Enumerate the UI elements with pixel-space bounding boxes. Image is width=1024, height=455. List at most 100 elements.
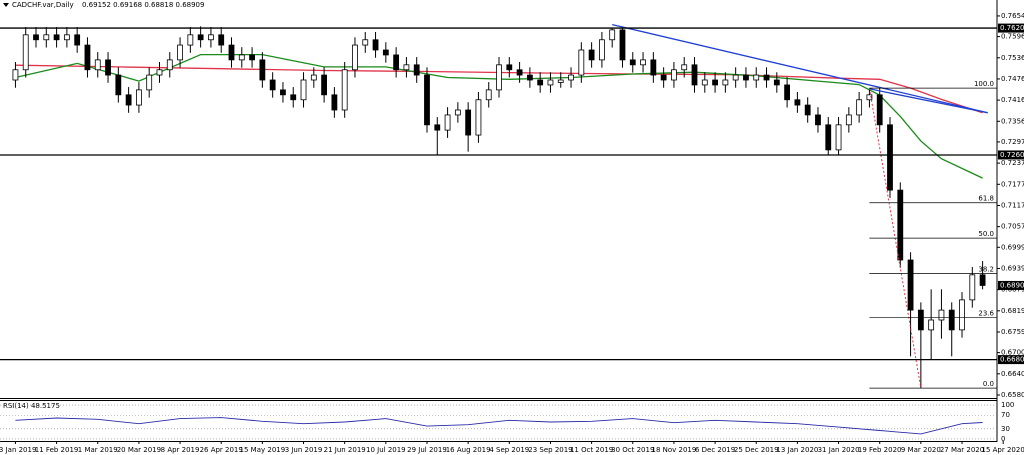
candle-body [33, 34, 39, 41]
ohlc-text: 0.69152 0.69168 0.68818 0.68909 [82, 1, 204, 9]
candle-body [928, 319, 935, 331]
candle-body [310, 74, 317, 81]
collapse-icon[interactable] [3, 3, 9, 7]
candle-body [424, 74, 430, 126]
x-tick-label: 23 Sep 2019 [528, 446, 572, 454]
candle-body [166, 59, 173, 71]
candle-body [948, 309, 955, 331]
candle-body [526, 74, 533, 81]
x-tick-label: 4 Sep 2019 [489, 446, 529, 454]
x-tick-label: 29 Jul 2019 [407, 446, 447, 454]
level-tag [998, 355, 1024, 365]
y-tick-label: 0.76545 [1001, 12, 1024, 20]
y-tick-label: 0.67005 [1001, 349, 1024, 357]
candle-body [197, 34, 204, 41]
candle-body [208, 34, 214, 41]
candle-body [969, 274, 976, 301]
candle-body [557, 79, 564, 83]
x-tick-label: 27 Mar 2020 [940, 446, 984, 454]
candle-body [537, 79, 544, 86]
candle-body [156, 69, 163, 76]
rsi-title: RSI(14) 48.5175 [3, 402, 60, 410]
candle-body [547, 79, 554, 86]
x-tick-label: 13 Jan 2020 [776, 446, 818, 454]
level-label: 0.72606 [1000, 151, 1024, 159]
candle-body [917, 309, 924, 331]
candle-body [136, 89, 142, 106]
level-tag [998, 150, 1024, 160]
candle-body [362, 39, 369, 46]
candle-body [403, 64, 410, 71]
x-tick-label: 31 Jan 2020 [818, 446, 860, 454]
candle-body [804, 104, 811, 116]
x-tick-label: 23 Jan 2019 [0, 446, 36, 454]
candle-body [619, 29, 626, 61]
candle-body [835, 124, 842, 151]
candle-body [773, 79, 780, 86]
x-tick-label: 8 Apr 2019 [161, 446, 200, 454]
x-tick-label: 15 May 2019 [240, 446, 286, 454]
symbol-title: CADCHF.var,Daily [12, 1, 74, 9]
fib-label: 100.0 [974, 80, 994, 88]
x-tick-label: 19 Feb 2020 [858, 446, 902, 454]
candle-body [454, 109, 461, 116]
candle-body [115, 74, 122, 96]
candle-body [897, 189, 904, 261]
rsi-tick-label: 70 [1001, 411, 1010, 419]
candle-body [887, 124, 893, 191]
x-tick-label: 3 Jun 2019 [285, 446, 323, 454]
candle-body [94, 59, 101, 71]
candle-body [701, 79, 708, 86]
y-tick-label: 0.65805 [1001, 391, 1024, 399]
current-price-label: 0.68909 [1000, 281, 1024, 289]
x-tick-label: 16 Aug 2019 [446, 446, 491, 454]
x-tick-label: 26 Apr 2019 [200, 446, 243, 454]
current-price-tag [998, 280, 1024, 290]
candle-body [588, 49, 595, 61]
candle-body [434, 124, 441, 131]
candle-body [753, 74, 760, 81]
candle-body [372, 39, 379, 51]
candle-body [146, 74, 153, 91]
candle-body [712, 79, 718, 86]
candle-body [238, 54, 245, 61]
candle-body [650, 59, 657, 76]
candle-body [84, 44, 91, 71]
candle-body [290, 94, 297, 101]
x-tick-label: 10 Jul 2019 [366, 446, 406, 454]
candle-body [681, 64, 688, 71]
y-tick-label: 0.66405 [1001, 370, 1024, 378]
fib-label: 23.6 [978, 309, 994, 317]
candle-body [321, 74, 328, 96]
trendline [612, 23, 988, 114]
x-tick-label: 11 Feb 2019 [35, 446, 79, 454]
y-tick-label: 0.70575 [1001, 223, 1024, 231]
candle-body [249, 54, 255, 61]
candle-body [53, 34, 60, 41]
candle-body [187, 34, 194, 46]
candle-body [722, 79, 729, 86]
candle-body [300, 79, 307, 101]
y-tick-label: 0.71775 [1001, 180, 1024, 188]
rsi-line [15, 417, 983, 435]
y-tick-label: 0.72375 [1001, 159, 1024, 167]
moving-average [15, 53, 983, 179]
x-tick-label: 9 Mar 2020 [901, 446, 941, 454]
candle-body [506, 64, 513, 71]
candle-body [228, 44, 235, 61]
candle-body [959, 299, 965, 331]
level-label: 0.76201 [1000, 24, 1024, 32]
x-tick-label: 1 Mar 2019 [78, 446, 118, 454]
x-tick-label: 11 Oct 2019 [570, 446, 613, 454]
candle-body [63, 34, 70, 41]
candle-body [938, 309, 945, 321]
candle-body [866, 94, 873, 101]
